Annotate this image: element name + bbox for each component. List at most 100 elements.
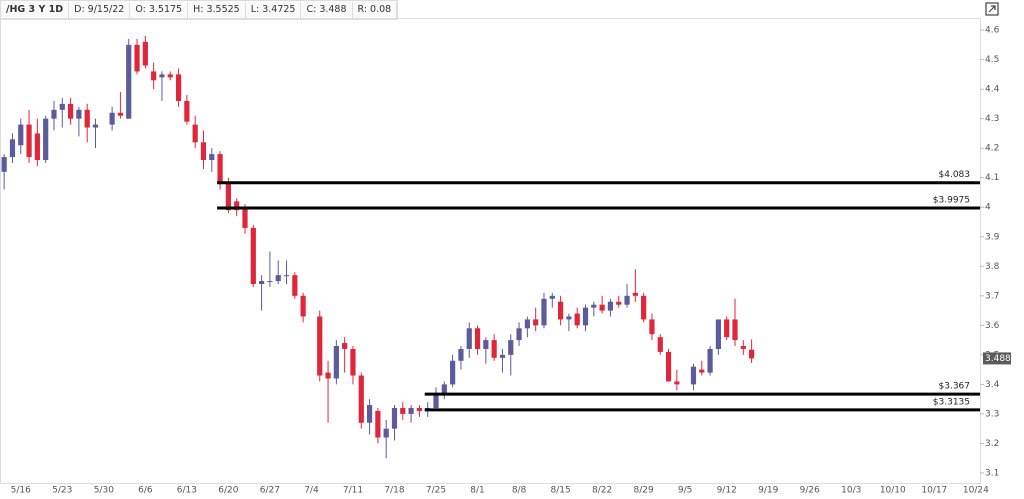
candle-body — [209, 154, 215, 161]
x-tick-label: 10/3 — [841, 486, 861, 496]
candle-body — [342, 343, 348, 349]
candle-body — [499, 354, 506, 358]
y-tick-label: 3.7 — [985, 291, 999, 301]
candle-body — [508, 340, 514, 355]
candle-body — [516, 328, 522, 341]
range: R: 0.08 — [353, 2, 398, 18]
x-tick-label: 8/1 — [470, 486, 484, 496]
level-label: $3.3135 — [933, 397, 970, 407]
candle-body — [458, 348, 464, 361]
y-tick-label: 3.6 — [985, 321, 1000, 331]
y-tick-label: 3.1 — [985, 468, 999, 478]
candle-body — [665, 351, 672, 382]
candle-body — [549, 295, 555, 299]
candle-body — [167, 74, 173, 78]
candle-body — [524, 319, 530, 329]
candle-body — [151, 71, 157, 81]
candle-body — [175, 74, 182, 101]
x-tick-label: 8/29 — [634, 486, 654, 496]
candle-body — [690, 366, 697, 385]
candle-body — [267, 281, 273, 283]
y-tick-label: 4.2 — [985, 144, 999, 154]
candle-body — [184, 100, 190, 122]
candle-body — [134, 44, 140, 72]
candle-body — [466, 328, 472, 349]
y-tick-label: 4.3 — [985, 114, 999, 124]
candle-body — [159, 74, 165, 78]
level-label: $3.9975 — [933, 195, 970, 205]
candle-body — [391, 408, 398, 429]
x-tick-label: 9/12 — [717, 486, 737, 496]
candle-body — [292, 275, 298, 296]
candle-body — [649, 319, 655, 335]
plot-frame — [0, 18, 981, 484]
close: C: 3.488 — [301, 2, 353, 18]
candle-body — [325, 372, 331, 379]
candle-body — [533, 319, 539, 326]
candle-body — [591, 304, 597, 308]
x-tick-label: 7/18 — [384, 486, 404, 496]
x-tick-label: 9/26 — [800, 486, 820, 496]
y-tick-label: 3.8 — [985, 262, 1000, 272]
candle-body — [225, 183, 231, 211]
candle-body — [51, 109, 57, 119]
candle-body — [92, 124, 99, 128]
candle-body — [76, 109, 82, 119]
y-tick-label: 4.4 — [985, 85, 1000, 95]
level-label: $3.367 — [939, 382, 971, 392]
candle-body — [707, 348, 713, 373]
candle-body — [740, 346, 746, 349]
candle-body — [441, 384, 447, 394]
candle-body — [317, 316, 323, 376]
candle-body — [641, 295, 647, 320]
expand-icon[interactable] — [985, 2, 999, 16]
candle-body — [724, 319, 730, 338]
x-tick-label: 9/5 — [678, 486, 692, 496]
candle-body — [408, 408, 414, 414]
candle-body — [34, 133, 40, 161]
candle-body — [557, 301, 564, 320]
candle-body — [375, 410, 381, 438]
candle-body — [358, 375, 364, 423]
y-tick-label: 4.1 — [985, 173, 999, 183]
candle-body — [192, 124, 198, 143]
y-tick-label: 4.5 — [985, 55, 999, 65]
x-tick-label: 7/11 — [343, 486, 363, 496]
candle-body — [566, 316, 572, 320]
date: D: 9/15/22 — [69, 2, 131, 18]
candle-body — [541, 298, 547, 326]
x-tick-label: 8/22 — [592, 486, 612, 496]
candle-body — [117, 112, 124, 116]
y-tick-label: 3.2 — [985, 439, 999, 449]
candle-body — [699, 369, 705, 373]
candle-body — [732, 319, 738, 341]
x-tick-label: 10/17 — [921, 486, 947, 496]
candle-body — [416, 408, 423, 411]
candle-body — [109, 112, 115, 125]
icon-arrow[interactable] — [988, 5, 996, 13]
x-tick-label: 7/4 — [304, 486, 319, 496]
candle-body — [624, 295, 630, 305]
x-tick-label: 6/20 — [218, 486, 238, 496]
low: L: 3.4725 — [246, 2, 302, 18]
last-price-label: 3.488 — [985, 354, 1011, 364]
icon-box[interactable] — [985, 2, 999, 16]
candle-body — [59, 103, 65, 110]
candle-body — [657, 337, 663, 352]
x-tick-label: 10/24 — [963, 486, 989, 496]
candle-body — [283, 275, 290, 277]
x-tick-label: 5/16 — [11, 486, 31, 496]
x-tick-label: 8/8 — [512, 486, 527, 496]
y-tick-label: 3.3 — [985, 409, 999, 419]
candle-body — [9, 139, 16, 158]
candle-body — [474, 328, 481, 349]
x-tick-label: 9/19 — [758, 486, 778, 496]
y-tick-label: 4 — [985, 203, 991, 213]
candle-body — [200, 142, 207, 161]
x-tick-label: 5/30 — [94, 486, 114, 496]
candle-body — [84, 109, 90, 128]
candle-body — [350, 348, 356, 376]
symbol[interactable]: /HG 3 Y 1D — [1, 2, 70, 18]
candle-body — [333, 346, 339, 379]
